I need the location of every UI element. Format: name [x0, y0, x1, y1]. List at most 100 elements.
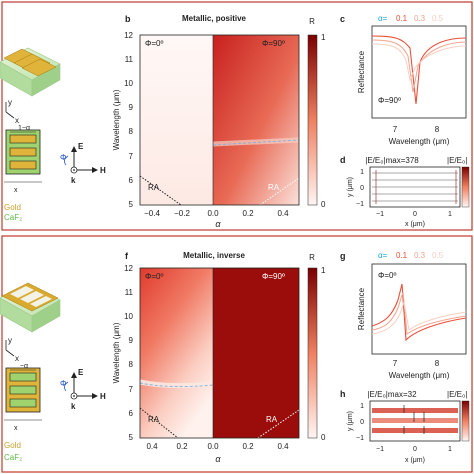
panel-g: g α= 0.1 0.3 0.5 Φ=0º 7 8 Wavelength (μm… [340, 251, 467, 380]
d-ytick: 1 [360, 169, 364, 176]
alpha-dimension-label: 1−α [18, 125, 30, 132]
caf2-legend-bottom: CaF₂ [4, 453, 22, 462]
b-colorbar [307, 34, 318, 206]
b-xlabel: α [215, 219, 221, 229]
phi-label: Φ [60, 153, 66, 162]
b-xtick: 0.4 [277, 209, 289, 218]
panel-h: h |E/E₀|max=32 |E/E₀| 1 0 −1 −1 0 1 x (μ… [340, 389, 470, 464]
d-colorbar [461, 166, 470, 208]
b-ytick: 9 [129, 103, 134, 112]
f-cbar-min: 0 [321, 433, 326, 442]
axis-y-label-bottom: y [8, 336, 12, 345]
b-ytick: 12 [124, 31, 133, 40]
g-curve-a05 [371, 301, 467, 335]
b-ytick: 6 [129, 176, 134, 185]
f-xtick: 0.2 [242, 442, 254, 451]
g-curve-a03 [371, 291, 467, 335]
d-ytick: −1 [356, 201, 364, 208]
f-phi0: Φ=0º [145, 272, 164, 281]
phi-label-bottom: Φ [60, 379, 66, 388]
b-ra-left: RA [148, 183, 160, 192]
d-field-map [369, 166, 461, 208]
c-legend-01: 0.1 [396, 14, 408, 23]
e-field-label-bottom: E [78, 368, 84, 377]
f-ra-left: RA [148, 415, 160, 424]
h-xtick: −1 [376, 446, 384, 453]
f-xtick: 0.0 [207, 442, 219, 451]
h-ytick: 0 [360, 419, 364, 426]
c-curve-a03 [371, 39, 467, 93]
f-ylabel: Wavelength (μm) [112, 322, 121, 383]
d-xtick: 1 [448, 211, 452, 218]
h-field-label-bottom: H [100, 392, 106, 401]
g-legend-01: 0.1 [396, 251, 408, 260]
g-xlabel: Wavelength (μm) [389, 371, 450, 380]
h-field-map [369, 400, 461, 442]
panel-g-letter: g [340, 251, 346, 261]
e-field-label: E [78, 142, 84, 151]
d-xtick: −1 [376, 211, 384, 218]
h-xlabel: x (μm) [405, 457, 425, 464]
c-legend-03: 0.3 [414, 14, 426, 23]
b-phi0: Φ=0º [145, 39, 164, 48]
axis-y-label: y [8, 98, 12, 107]
panel-h-letter: h [340, 389, 346, 399]
f-cbar-max: 1 [321, 266, 326, 275]
gold-legend-bottom: Gold [4, 441, 21, 450]
c-frame [371, 25, 467, 119]
c-ylabel: Reflectance [357, 50, 366, 93]
f-ytick: 10 [124, 312, 133, 321]
c-xtick: 7 [393, 125, 398, 134]
g-frame [371, 263, 467, 355]
b-yticks: 12 11 10 9 8 7 6 5 [124, 31, 133, 209]
b-ytick: 11 [125, 55, 134, 64]
f-xtick: 0.4 [146, 442, 158, 451]
b-ylabel: Wavelength (μm) [112, 89, 121, 150]
x-dim-label-bottom: x [14, 425, 18, 432]
bottom-frame [1, 235, 473, 473]
b-xtick: −0.2 [174, 209, 190, 218]
f-ytick: 8 [129, 360, 134, 369]
b-cbar-label: R [309, 17, 315, 26]
panel-d: d |E/E₀|max=378 |E/E₀| 1 0 −1 −1 0 1 x (… [340, 155, 470, 228]
f-xlabel: α [215, 454, 221, 464]
b-ytick: 10 [124, 79, 133, 88]
f-ytick: 11 [125, 288, 134, 297]
panel-f-title: Metallic, inverse [183, 251, 245, 260]
b-xticks: −0.4 −0.2 0.0 0.2 0.4 [144, 209, 289, 218]
g-inset: Φ=0º [378, 271, 397, 280]
h-ytick: 1 [360, 403, 364, 410]
g-curve-a01 [371, 283, 467, 342]
b-xtick: 0.0 [207, 209, 219, 218]
h-xtick: 1 [448, 446, 452, 453]
f-left-heatmap [140, 268, 213, 438]
gold-legend: Gold [4, 203, 21, 212]
b-ytick: 7 [129, 152, 134, 161]
f-yticks: 12 11 10 9 8 7 6 5 [124, 264, 133, 442]
h-field-label: H [100, 166, 106, 175]
f-xtick: 0.4 [277, 442, 289, 451]
b-ytick: 5 [129, 200, 134, 209]
b-ytick: 8 [129, 127, 134, 136]
c-curve-a01 [371, 35, 467, 105]
panel-c: c α= 0.1 0.3 0.5 Φ=90º 7 8 Wavelength (μ… [340, 14, 467, 146]
b-left-heatmap [140, 35, 213, 205]
f-ytick: 5 [129, 433, 134, 442]
d-xtick: 0 [413, 211, 417, 218]
b-cbar-max: 1 [321, 33, 326, 42]
g-ylabel: Reflectance [357, 287, 366, 330]
f-ra-right: RA [266, 415, 278, 424]
panel-b-title: Metallic, positive [182, 14, 247, 23]
panel-f: f Metallic, inverse Φ=0º Φ=90º RA RA 12 … [112, 251, 326, 464]
g-xtick: 8 [435, 359, 440, 368]
f-cbar-label: R [309, 253, 315, 262]
axis-x-label-bottom: x [15, 354, 19, 363]
axis-x-label: x [15, 116, 19, 125]
d-title: |E/E₀|max=378 [365, 156, 419, 165]
panel-b: b Metallic, positive Φ=0º Φ=90º RA RA 12… [112, 14, 326, 229]
d-ytick: 0 [360, 185, 364, 192]
k-vector-label: k [71, 176, 76, 185]
b-frame [139, 34, 300, 206]
g-legend-05: 0.5 [432, 251, 444, 260]
panel-b-letter: b [125, 14, 131, 24]
